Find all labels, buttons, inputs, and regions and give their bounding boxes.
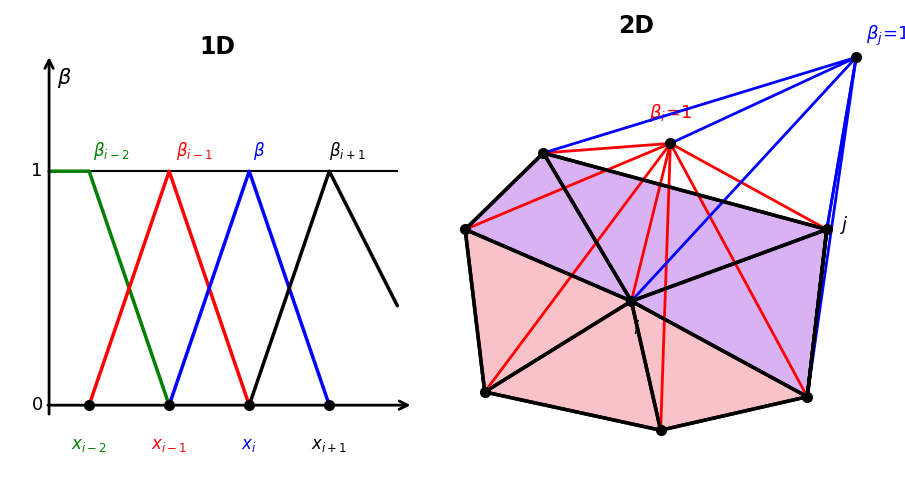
Polygon shape <box>632 229 827 397</box>
Text: $\beta_i\!=\!1$: $\beta_i\!=\!1$ <box>649 102 692 124</box>
Text: $x_{i+1}$: $x_{i+1}$ <box>311 435 348 454</box>
Text: 2D: 2D <box>618 14 654 38</box>
Text: j: j <box>842 216 846 234</box>
Polygon shape <box>485 301 661 430</box>
Text: $x_{i-1}$: $x_{i-1}$ <box>151 435 187 454</box>
Text: i: i <box>634 320 639 338</box>
Text: $x_i$: $x_i$ <box>242 435 257 454</box>
Polygon shape <box>465 153 632 301</box>
Text: $\beta_{i-2}$: $\beta_{i-2}$ <box>93 140 129 162</box>
Text: $\beta_j\!=\!1$: $\beta_j\!=\!1$ <box>866 23 905 48</box>
Text: $x_{i-2}$: $x_{i-2}$ <box>71 435 107 454</box>
Polygon shape <box>632 301 807 430</box>
Polygon shape <box>543 153 827 301</box>
Text: $\beta$: $\beta$ <box>253 140 265 162</box>
Text: 0: 0 <box>32 396 43 414</box>
Text: $\beta_{i-1}$: $\beta_{i-1}$ <box>176 140 212 162</box>
Text: 1: 1 <box>32 162 43 180</box>
Text: $\beta$: $\beta$ <box>57 66 71 90</box>
Text: $\beta_{i+1}$: $\beta_{i+1}$ <box>329 140 366 162</box>
Text: 1D: 1D <box>199 35 235 59</box>
Polygon shape <box>465 229 632 392</box>
